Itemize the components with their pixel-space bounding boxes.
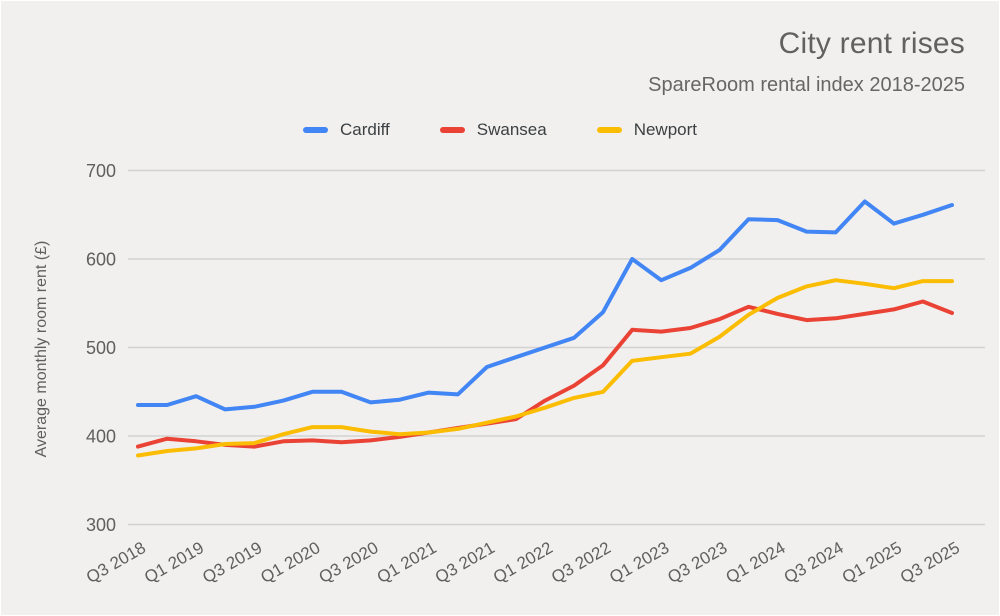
series-newport-line [136, 278, 954, 458]
x-tick-label: Q1 2025 [839, 538, 905, 587]
x-tick-label: Q3 2024 [781, 538, 847, 587]
x-tick-label: Q3 2022 [548, 538, 614, 587]
y-tick-label-400: 400 [86, 427, 116, 447]
legend-item-swansea: Swansea [439, 120, 547, 140]
x-tick-label: Q3 2025 [897, 538, 963, 587]
x-tick-label: Q1 2020 [257, 538, 323, 587]
legend-item-newport: Newport [596, 120, 697, 140]
x-tick-label: Q3 2023 [664, 538, 730, 587]
series-swansea-line [136, 299, 954, 449]
series-cardiff-line [136, 199, 954, 412]
y-tick-label-700: 700 [86, 161, 116, 181]
legend-swatch-newport [596, 127, 622, 133]
chart-subtitle: SpareRoom rental index 2018-2025 [648, 74, 965, 96]
chart-title: City rent rises [778, 27, 965, 60]
legend-swatch-swansea [439, 127, 465, 133]
y-tick-label-600: 600 [86, 250, 116, 270]
x-tick-label: Q3 2021 [432, 538, 498, 587]
x-tick-label: Q1 2024 [723, 538, 789, 587]
x-tick-label: Q3 2018 [83, 538, 149, 587]
x-tick-label: Q1 2019 [141, 538, 207, 587]
x-tick-label: Q3 2019 [199, 538, 265, 587]
x-tick-label: Q1 2021 [374, 538, 440, 587]
x-tick-label: Q1 2022 [490, 538, 556, 587]
x-tick-label: Q3 2020 [316, 538, 382, 587]
y-tick-label-500: 500 [86, 338, 116, 358]
y-tick-label-300: 300 [86, 515, 116, 535]
chart-legend: Cardiff Swansea Newport [0, 120, 1000, 140]
legend-label: Newport [633, 120, 697, 139]
y-axis-title: Average monthly room rent (£) [33, 241, 50, 458]
legend-swatch-cardiff [302, 127, 328, 133]
legend-label: Swansea [476, 120, 547, 139]
legend-label: Cardiff [339, 120, 390, 139]
x-tick-label: Q1 2023 [606, 538, 672, 587]
legend-item-cardiff: Cardiff [302, 120, 390, 140]
